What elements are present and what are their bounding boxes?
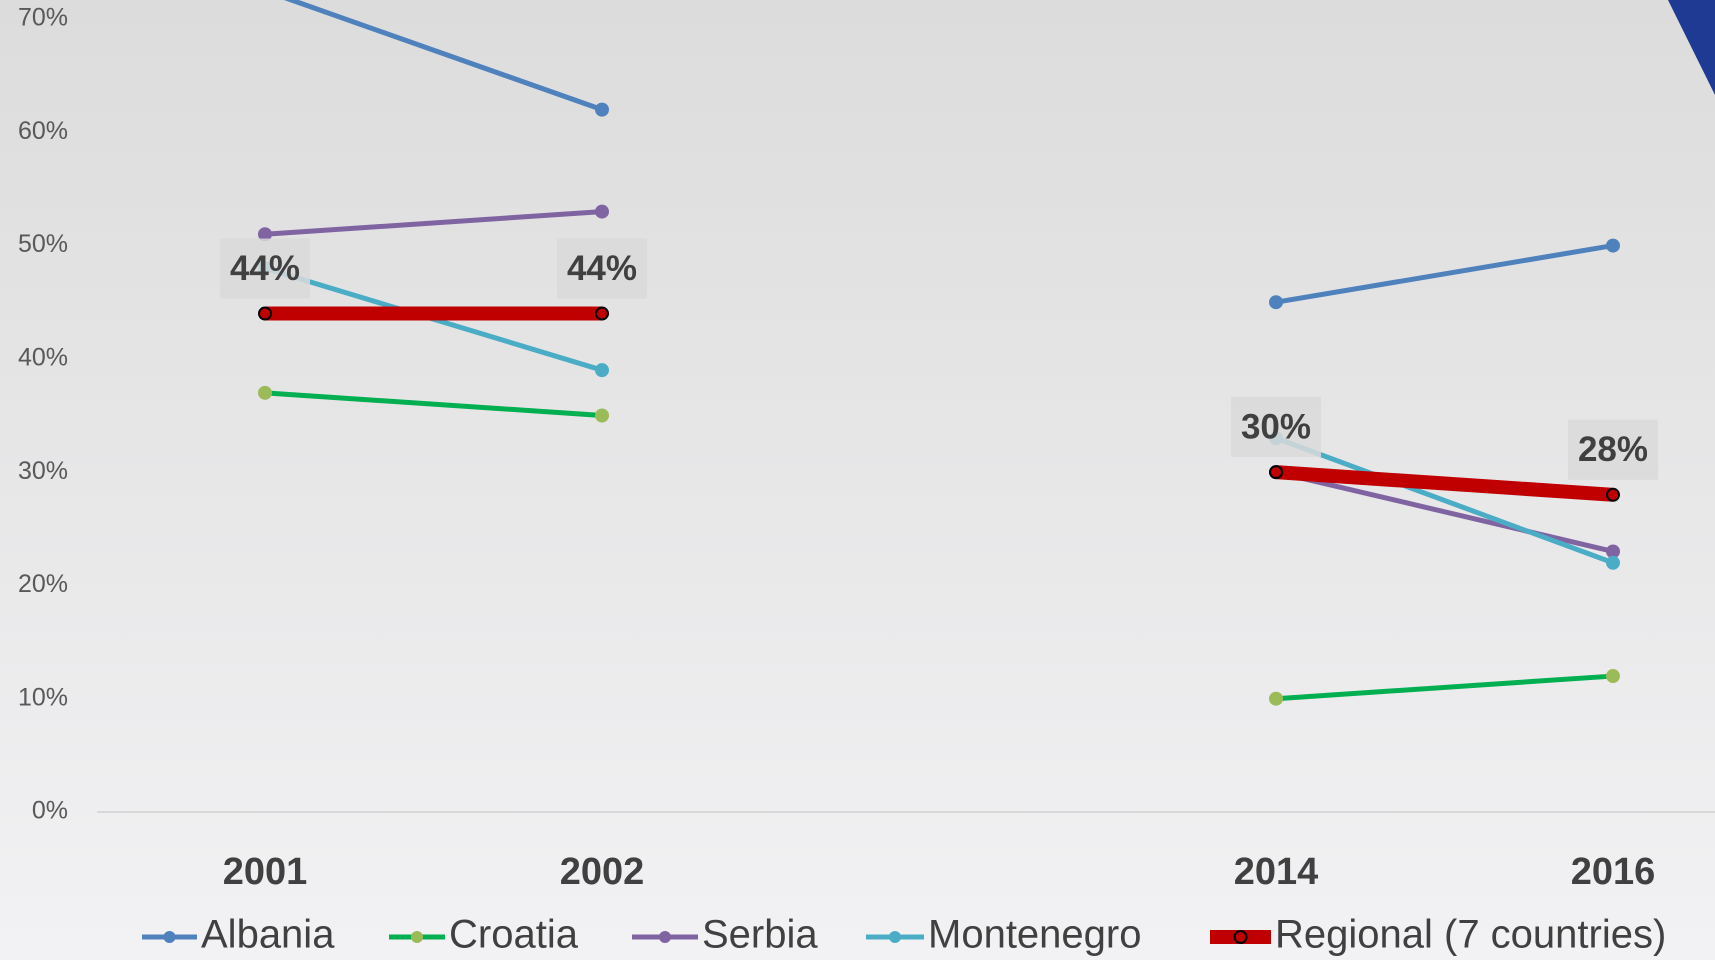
series-line bbox=[264, 209, 1614, 554]
y-tick-label: 0% bbox=[32, 797, 68, 825]
legend-label: Albania bbox=[201, 913, 335, 957]
legend-label: Croatia bbox=[449, 913, 579, 957]
x-tick-label: 2001 bbox=[223, 851, 308, 893]
y-tick-label: 20% bbox=[18, 570, 68, 598]
x-tick-label: 2016 bbox=[1571, 851, 1656, 893]
value-label: 44% bbox=[567, 249, 637, 288]
y-tick-label: 40% bbox=[18, 343, 68, 371]
value-label-box bbox=[1568, 419, 1658, 480]
data-point bbox=[595, 408, 609, 423]
data-point bbox=[1606, 544, 1620, 559]
y-tick-label: 50% bbox=[18, 230, 68, 258]
value-label: 30% bbox=[1241, 407, 1311, 446]
legend-label: Serbia bbox=[702, 913, 818, 957]
x-tick-label: 2014 bbox=[1234, 851, 1319, 893]
series-line bbox=[283, 0, 1614, 305]
y-tick-label: 60% bbox=[18, 117, 68, 145]
data-point bbox=[258, 306, 272, 321]
value-label: 44% bbox=[230, 249, 300, 288]
series-line bbox=[264, 390, 1614, 702]
data-point bbox=[1269, 691, 1283, 706]
data-point bbox=[595, 363, 609, 378]
value-label-box bbox=[220, 238, 310, 299]
data-point bbox=[595, 306, 609, 321]
value-label: 28% bbox=[1578, 430, 1648, 469]
legend-marker bbox=[411, 931, 423, 943]
data-point bbox=[1269, 465, 1283, 480]
y-tick-label: 70% bbox=[18, 4, 68, 32]
series-line bbox=[265, 306, 1614, 502]
value-label-box bbox=[1231, 397, 1321, 458]
y-tick-label: 10% bbox=[18, 683, 68, 711]
data-point bbox=[595, 102, 609, 117]
legend-marker bbox=[659, 931, 671, 943]
data-point bbox=[1606, 238, 1620, 253]
data-point bbox=[1606, 555, 1620, 570]
y-tick-label: 30% bbox=[18, 457, 68, 485]
data-point bbox=[595, 204, 609, 219]
data-point bbox=[1606, 487, 1620, 502]
corner-decoration bbox=[1668, 0, 1715, 95]
value-label-box bbox=[557, 238, 647, 299]
legend-label: Regional (7 countries) bbox=[1275, 913, 1666, 957]
data-point bbox=[1269, 295, 1283, 310]
legend-label: Montenegro bbox=[928, 913, 1141, 957]
legend-marker bbox=[889, 931, 901, 943]
plot-area bbox=[258, 0, 1620, 706]
legend-marker bbox=[163, 931, 176, 943]
legend-marker bbox=[1233, 930, 1248, 944]
data-point bbox=[258, 385, 272, 400]
data-point bbox=[258, 227, 272, 242]
x-tick-label: 2002 bbox=[560, 851, 645, 893]
data-point bbox=[1606, 669, 1620, 684]
